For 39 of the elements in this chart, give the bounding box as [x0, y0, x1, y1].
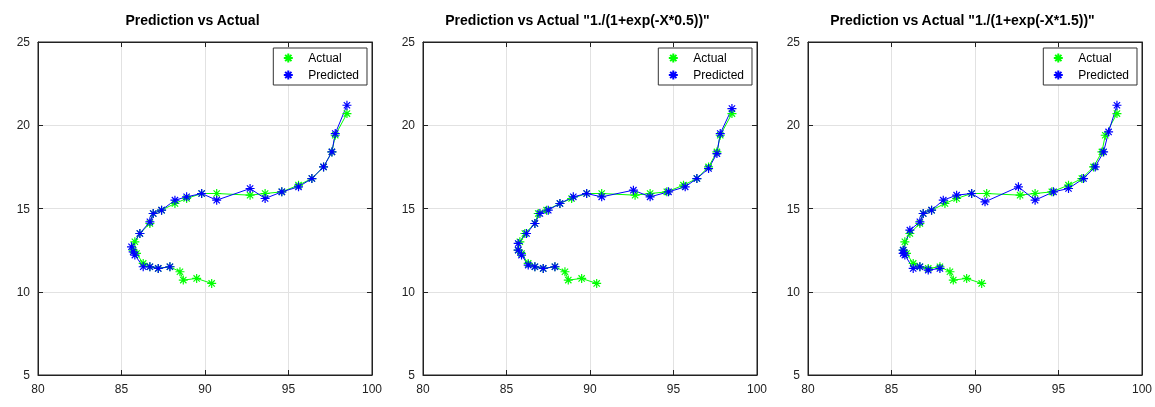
y-tick-label: 10	[401, 284, 416, 299]
y-tick-label: 5	[408, 368, 416, 382]
x-tick-label: 95	[281, 382, 296, 396]
x-tick-label: 100	[361, 382, 383, 396]
y-tick-label: 25	[16, 35, 31, 49]
legend-label: Actual	[308, 51, 342, 65]
x-tick-label: 85	[499, 382, 514, 396]
y-tick-label: 15	[16, 201, 31, 216]
x-tick-label: 95	[666, 382, 681, 396]
x-tick-label: 80	[801, 382, 815, 396]
x-tick-label: 80	[416, 382, 430, 396]
y-tick-label: 15	[401, 201, 416, 216]
y-tick-label: 20	[401, 118, 416, 133]
x-tick-label: 90	[198, 382, 212, 396]
y-tick-label: 5	[23, 368, 31, 382]
legend-label: Actual	[693, 51, 727, 65]
legend-label: Predicted	[1078, 68, 1130, 82]
x-tick-label: 95	[1051, 382, 1066, 396]
y-tick-label: 10	[16, 284, 31, 299]
chart-title: Prediction vs Actual	[125, 12, 260, 28]
y-tick-label: 25	[401, 35, 416, 49]
x-tick-label: 90	[968, 382, 982, 396]
legend-label: Predicted	[693, 68, 745, 82]
y-tick-label: 25	[786, 35, 801, 49]
x-tick-label: 85	[884, 382, 899, 396]
x-tick-label: 100	[1131, 382, 1153, 396]
y-tick-label: 15	[786, 201, 801, 216]
y-tick-label: 10	[786, 284, 801, 299]
chart-title: Prediction vs Actual "1./(1+exp(-X*1.5))"	[830, 12, 1095, 28]
x-tick-label: 100	[746, 382, 768, 396]
chart-title: Prediction vs Actual "1./(1+exp(-X*0.5))"	[445, 12, 710, 28]
y-tick-label: 5	[793, 368, 801, 382]
y-tick-label: 20	[786, 118, 801, 133]
x-tick-label: 85	[114, 382, 129, 396]
x-tick-label: 80	[31, 382, 45, 396]
y-tick-label: 20	[16, 118, 31, 133]
legend-label: Predicted	[308, 68, 360, 82]
x-tick-label: 90	[583, 382, 597, 396]
legend-label: Actual	[1078, 51, 1112, 65]
